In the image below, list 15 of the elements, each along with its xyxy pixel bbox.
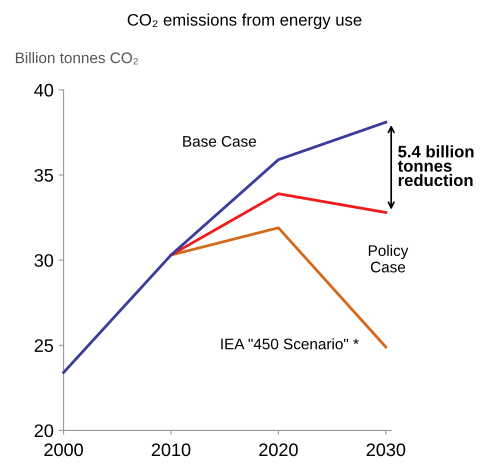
x-tick-label: 2000 bbox=[44, 443, 83, 456]
series-label: Base Case bbox=[183, 136, 256, 147]
text: Policy Case bbox=[368, 244, 408, 272]
y-tick-label: 20 bbox=[34, 424, 54, 438]
y-axis-title: Billion tonnes CO₂ bbox=[16, 52, 138, 64]
chart-title: CO₂ emissions from energy use bbox=[128, 14, 362, 30]
y-tick-label: 30 bbox=[34, 254, 54, 267]
text: 5.4 billion tonnes reduction bbox=[398, 145, 474, 186]
x-tick-label: 2030 bbox=[366, 443, 406, 456]
x-tick-label: 2020 bbox=[259, 443, 298, 456]
y-tick-label: 25 bbox=[34, 339, 54, 352]
x-tick-label: 2010 bbox=[152, 443, 190, 456]
series-label: IEA "450 Scenario" * bbox=[221, 338, 359, 350]
y-tick-label: 35 bbox=[34, 168, 54, 182]
y-tick-label: 40 bbox=[34, 84, 54, 97]
